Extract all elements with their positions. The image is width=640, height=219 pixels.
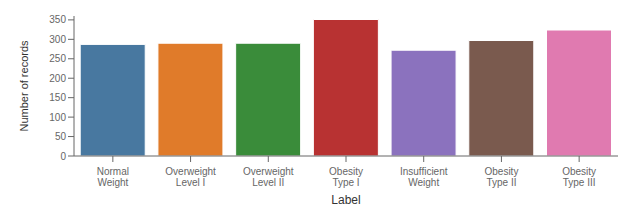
svg-text:InsufficientWeight: InsufficientWeight bbox=[400, 166, 448, 188]
svg-text:0: 0 bbox=[60, 151, 66, 162]
svg-text:OverweightLevel I: OverweightLevel I bbox=[165, 166, 216, 188]
svg-text:Number of records: Number of records bbox=[18, 40, 30, 132]
svg-text:NormalWeight: NormalWeight bbox=[97, 166, 129, 188]
svg-text:OverweightLevel II: OverweightLevel II bbox=[243, 166, 294, 188]
svg-text:200: 200 bbox=[49, 73, 66, 84]
svg-text:Label: Label bbox=[331, 193, 360, 207]
svg-text:250: 250 bbox=[49, 53, 66, 64]
svg-text:50: 50 bbox=[55, 131, 67, 142]
svg-text:ObesityType II: ObesityType II bbox=[484, 166, 518, 188]
svg-text:350: 350 bbox=[49, 14, 66, 25]
svg-text:ObesityType III: ObesityType III bbox=[562, 166, 596, 188]
svg-text:100: 100 bbox=[49, 112, 66, 123]
svg-text:150: 150 bbox=[49, 92, 66, 103]
svg-text:ObesityType I: ObesityType I bbox=[329, 166, 363, 188]
svg-text:300: 300 bbox=[49, 34, 66, 45]
